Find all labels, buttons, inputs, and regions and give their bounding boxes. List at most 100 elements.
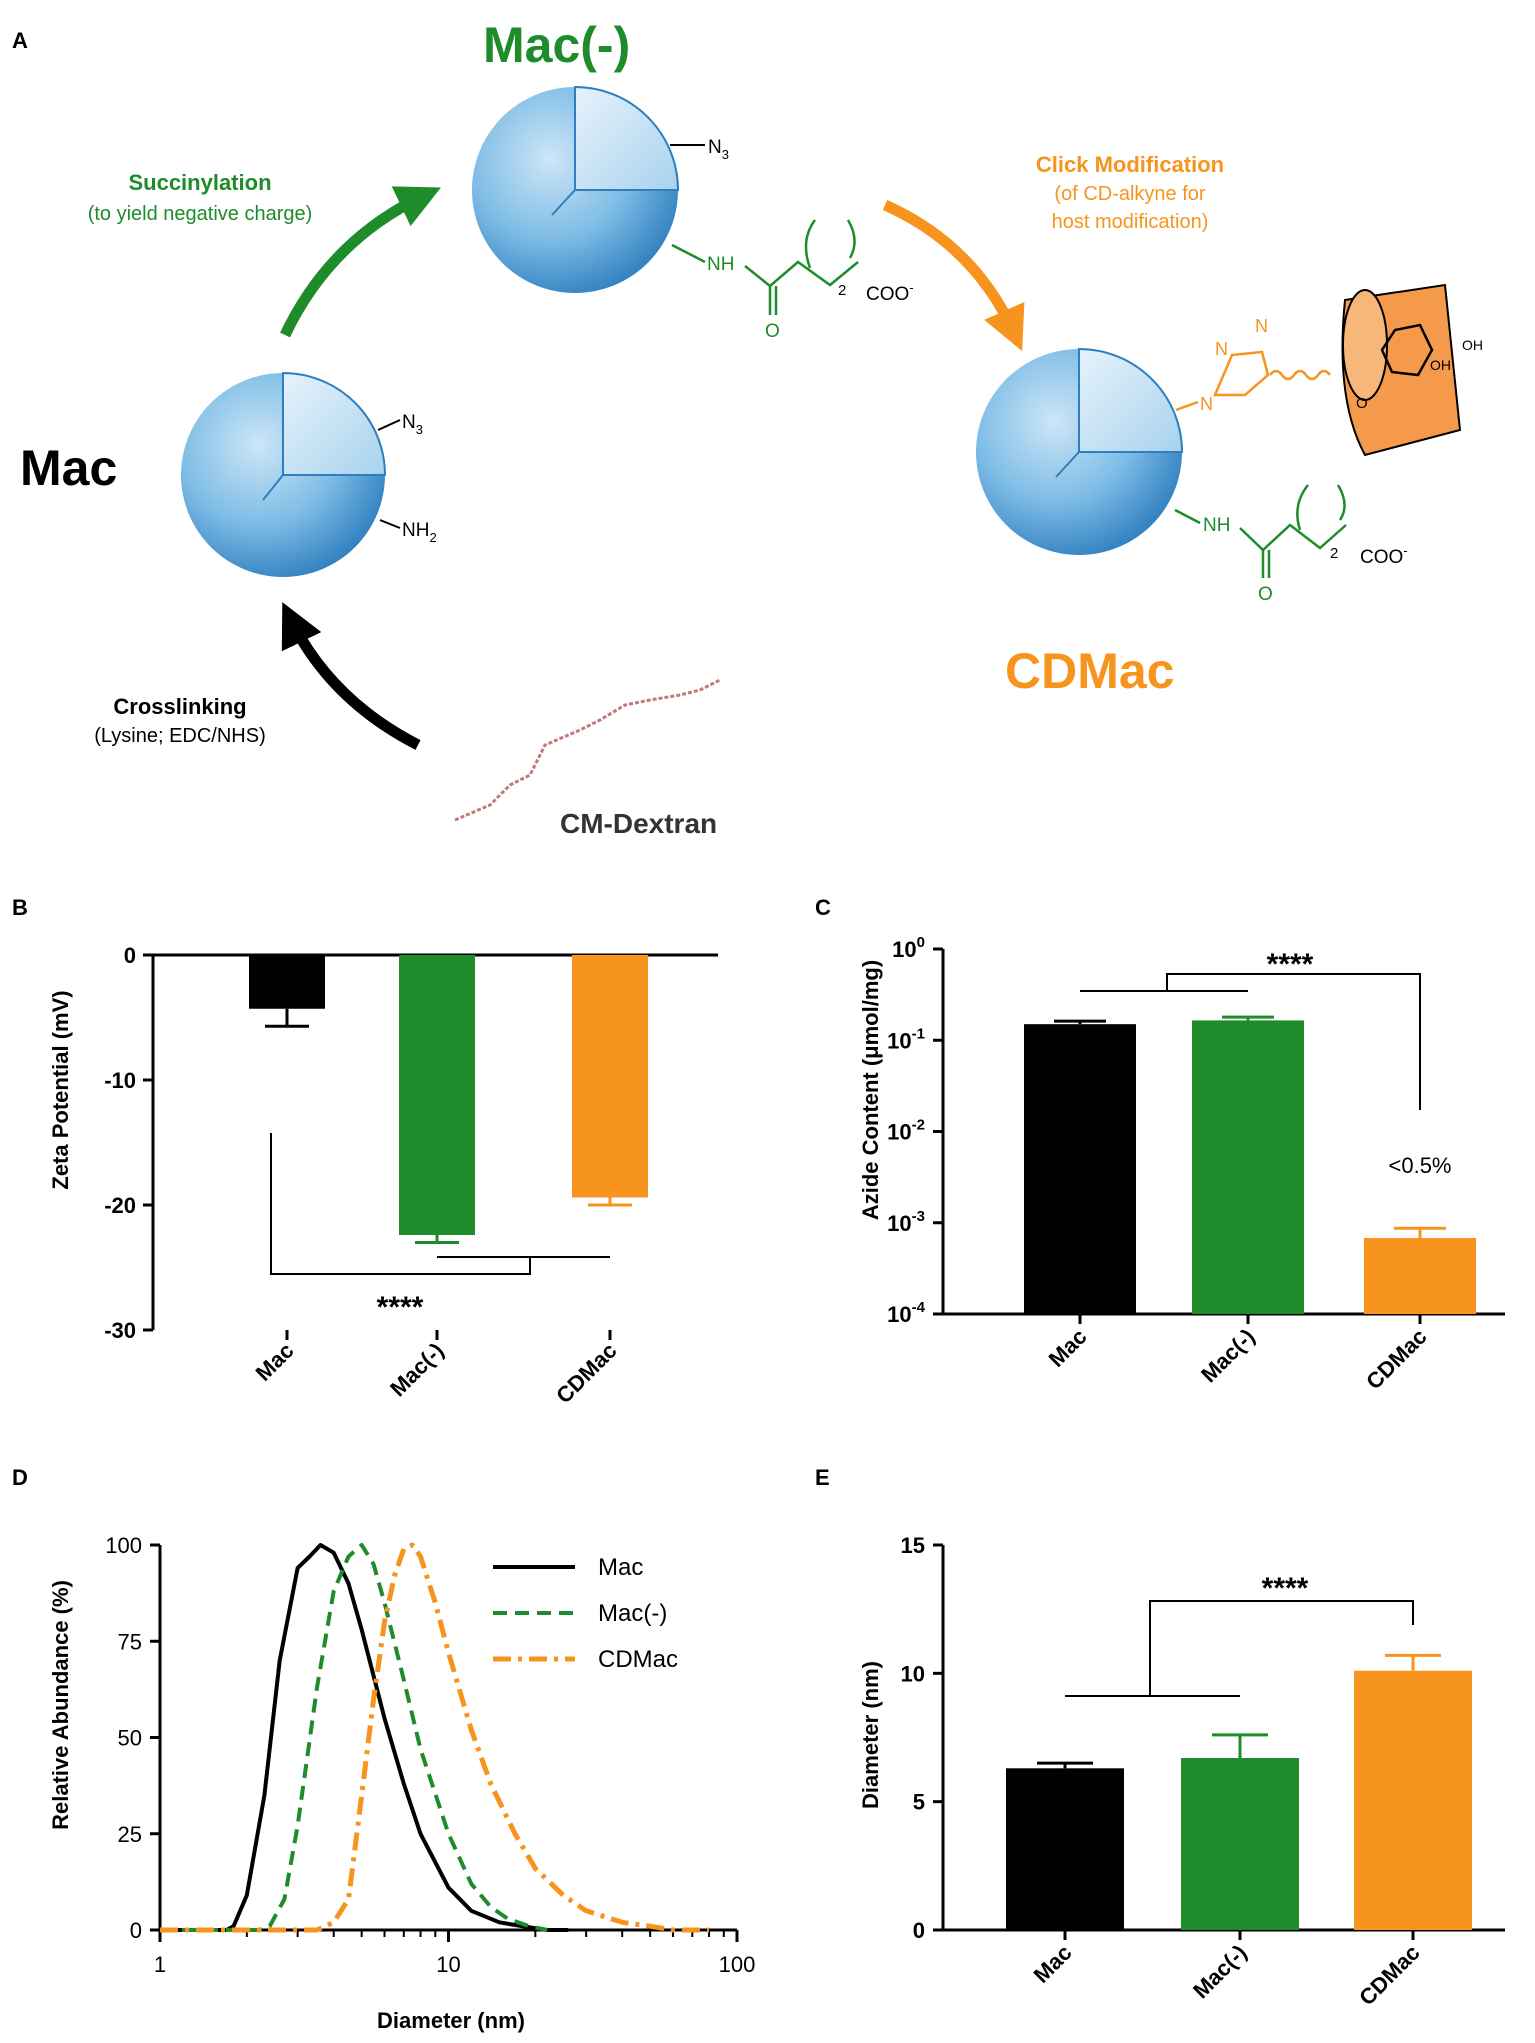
panel-e-ytick-label: 5 <box>913 1790 925 1815</box>
panel-b-ytick-label: 0 <box>124 943 136 968</box>
panel-b-bar <box>399 955 475 1235</box>
panel-b-ytick-label: -20 <box>104 1193 136 1218</box>
panel-d-ytick-label: 0 <box>130 1918 142 1943</box>
panel-e-bar <box>1354 1670 1472 1930</box>
panel-d-ytick-label: 25 <box>118 1822 142 1847</box>
panel-d-ytick-label: 50 <box>118 1726 142 1751</box>
panel-c-bar <box>1192 1020 1304 1314</box>
cdmac-two-label: 2 <box>1330 545 1338 562</box>
cdmac-o-label: O <box>1258 584 1273 605</box>
mac-sphere <box>181 371 387 577</box>
panel-c-category-label: CDMac <box>1361 1324 1431 1394</box>
panel-c-bar-label: <0.5% <box>1389 1153 1452 1178</box>
panel-c-letter: C <box>815 895 831 920</box>
panel-d-ytick-label: 75 <box>118 1629 142 1654</box>
panel-b-annotation: **** <box>377 1291 424 1324</box>
panel-d-xtick-label: 1 <box>154 1952 166 1977</box>
panel-b-bar <box>572 955 648 1198</box>
cd-o: O <box>1356 395 1368 412</box>
succinylation-arrow <box>280 186 441 338</box>
crosslinking-sub: (Lysine; EDC/NHS) <box>94 725 266 747</box>
panel-c-category-label: Mac(-) <box>1196 1324 1259 1387</box>
crosslinking-title: Crosslinking <box>113 694 246 719</box>
panel-e-letter: E <box>815 1465 830 1490</box>
panel-e-ylabel: Diameter (nm) <box>858 1661 883 1809</box>
click-sub-2: host modification) <box>1052 211 1209 233</box>
panel-d-legend-label: Mac <box>598 1554 643 1581</box>
macneg-coo-label: COO- <box>866 280 914 305</box>
panel-d-legend-label: CDMac <box>598 1646 678 1673</box>
panel-e-diameter-chart: E Diameter (nm) 0 5 10 15 Mac Mac(-) CDMac **… <box>815 1465 1505 2010</box>
cdmac-title: CDMac <box>1005 643 1174 699</box>
panel-b-ylabel: Zeta Potential (mV) <box>48 990 73 1189</box>
triazole-n2: N <box>1215 339 1228 359</box>
mac-n3-label: N3 <box>402 412 423 437</box>
panel-b-bar <box>249 955 325 1009</box>
succinylation-sub: (to yield negative charge) <box>88 203 313 225</box>
click-sub-1: (of CD-alkyne for <box>1054 183 1205 205</box>
panel-e-ytick-label: 15 <box>901 1533 925 1558</box>
panel-c-significance-bracket <box>1080 973 1421 1110</box>
panel-c-ytick-label: 10-2 <box>887 1117 925 1145</box>
cdmac-sphere <box>976 347 1184 555</box>
panel-c-ytick-label: 10-3 <box>887 1208 925 1236</box>
panel-c-category-label: Mac <box>1044 1324 1092 1372</box>
panel-d-xtick-label: 10 <box>436 1952 460 1977</box>
panel-c-ytick-label: 100 <box>892 934 925 962</box>
panel-d-xtick-label: 100 <box>719 1952 756 1977</box>
panel-c-bar <box>1364 1238 1476 1314</box>
panel-d-ytick-label: 100 <box>105 1533 142 1558</box>
panel-e-ytick-label: 10 <box>901 1661 925 1686</box>
panel-a-letter: A <box>12 28 28 53</box>
click-arrow <box>882 199 1025 352</box>
panel-c-ytick-label: 10-1 <box>887 1025 925 1053</box>
macneg-succinyl-chain <box>671 219 859 315</box>
macneg-sphere <box>472 85 680 293</box>
macneg-two-label: 2 <box>838 282 846 299</box>
macneg-nh-label: NH <box>707 254 734 275</box>
panel-b-category-label: Mac(-) <box>385 1338 448 1401</box>
panel-b-ytick-label: -10 <box>104 1068 136 1093</box>
panel-e-category-label: Mac <box>1029 1940 1077 1988</box>
panel-e-ytick-label: 0 <box>913 1918 925 1943</box>
cdmac-coo-label: COO- <box>1360 543 1408 568</box>
panel-b-ytick-label: -30 <box>104 1318 136 1343</box>
panel-c-azide-chart: C Azide Content (μmol/mg) 10-4 10-3 10-2 10… <box>815 895 1505 1394</box>
panel-d-legend-label: Mac(-) <box>598 1600 667 1627</box>
panel-b-category-label: CDMac <box>551 1338 621 1408</box>
cd-oh-2: OH <box>1430 357 1451 373</box>
click-title: Click Modification <box>1036 152 1224 177</box>
macneg-o-label: O <box>765 321 780 342</box>
panel-e-category-label: CDMac <box>1354 1940 1424 2010</box>
panel-c-bar <box>1024 1024 1136 1314</box>
macneg-title: Mac(-) <box>483 17 630 73</box>
panel-c-annotation: **** <box>1267 948 1314 981</box>
panel-d-series-line <box>160 1543 548 1932</box>
panel-c-ylabel: Azide Content (μmol/mg) <box>858 960 883 1220</box>
panel-e-significance-bracket <box>1065 1600 1414 1697</box>
panel-d-letter: D <box>12 1465 28 1490</box>
triazole-n3: N <box>1255 316 1268 336</box>
panel-b-category-label: Mac <box>251 1338 299 1386</box>
macneg-n3-label: N3 <box>708 137 729 162</box>
panel-e-category-label: Mac(-) <box>1188 1940 1251 2003</box>
cdmac-succinyl-chain <box>1174 484 1347 578</box>
panel-d-size-distribution: D Relative Abundance (%) Diameter (nm) 0… <box>12 1465 755 2033</box>
panel-d-series-line <box>160 1543 569 1932</box>
triazole-n1: N <box>1200 394 1213 414</box>
panel-c-ytick-label: 10-4 <box>887 1299 925 1327</box>
panel-e-bar <box>1006 1768 1124 1930</box>
cd-oh-1: OH <box>1462 337 1483 353</box>
panel-b-zeta-chart: B Zeta Potential (mV) 0 -10 -20 -30 Mac Mac(… <box>12 895 718 1408</box>
panel-b-letter: B <box>12 895 28 920</box>
triazole-cyclodextrin-group: N N N OH OH O <box>1175 283 1483 457</box>
panel-d-xlabel: Diameter (nm) <box>377 2008 525 2033</box>
succinylation-title: Succinylation <box>128 170 271 195</box>
panel-a-schematic: A N3 NH2 Mac N3 Mac(-) NH <box>12 17 1483 839</box>
panel-d-ylabel: Relative Abundance (%) <box>48 1580 73 1830</box>
mac-nh2-label: NH2 <box>402 520 437 545</box>
panel-e-bar <box>1181 1758 1299 1930</box>
panel-b-significance-bracket <box>270 1133 610 1275</box>
crosslinking-arrow <box>281 602 421 750</box>
